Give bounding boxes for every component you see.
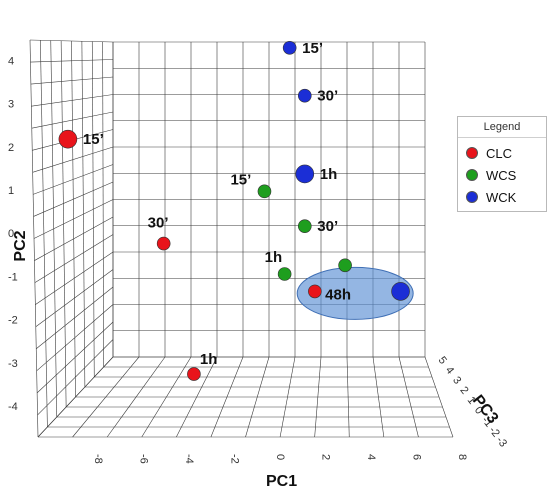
legend-item-wck: WCK <box>466 187 516 207</box>
x-tick-label: -8 <box>92 454 104 464</box>
cluster-label: 48h <box>325 286 351 303</box>
point-label: 1h <box>320 166 338 183</box>
point-labels: 48h 15’ 30’ 1h 15’ 30’ 1h 15’ 30’ 1h <box>83 40 351 368</box>
legend-dot-wck <box>466 191 478 203</box>
legend-dot-wcs <box>466 169 478 181</box>
legend-item-clc: CLC <box>466 143 512 163</box>
y-tick-label: 0 <box>8 228 14 240</box>
y-tick-label: 1 <box>8 185 14 197</box>
z-tick-label: 2 <box>457 384 470 396</box>
legend-label-clc: CLC <box>486 145 513 161</box>
data-point <box>338 258 352 273</box>
y-tick-label: -2 <box>8 315 18 327</box>
y-tick-label: -1 <box>8 271 18 283</box>
point-label: 1h <box>200 351 218 368</box>
data-point <box>391 282 410 301</box>
data-point <box>295 164 315 184</box>
point-label: 15’ <box>302 40 323 57</box>
x-tick-label: -2 <box>229 454 241 464</box>
x-tick-label: 0 <box>274 454 286 460</box>
data-points <box>58 40 410 381</box>
point-label: 30’ <box>317 218 338 235</box>
point-label: 30’ <box>317 88 338 105</box>
data-point <box>282 40 297 55</box>
point-label: 1h <box>265 249 283 266</box>
x-axis-title: PC1 <box>266 473 297 490</box>
data-point <box>308 284 322 299</box>
x-tick-label: 6 <box>411 454 423 460</box>
point-label: 30’ <box>148 215 169 232</box>
cluster-ellipse <box>296 266 414 320</box>
legend-title: Legend <box>458 117 546 138</box>
point-label: 15’ <box>230 171 251 188</box>
z-tick-label: 3 <box>450 374 463 386</box>
x-tick-label: -4 <box>183 454 195 464</box>
x-tick-label: -6 <box>138 454 150 464</box>
data-point <box>297 88 312 103</box>
point-label: 15’ <box>83 131 104 148</box>
data-point <box>297 219 312 233</box>
legend-label-wck: WCK <box>486 189 517 205</box>
legend: Legend CLC WCS WCK <box>457 116 547 212</box>
legend-dot-clc <box>466 147 478 159</box>
z-tick-label: 4 <box>443 364 456 376</box>
data-point <box>187 367 201 381</box>
y-tick-label: 4 <box>8 55 14 67</box>
y-tick-label: 2 <box>8 142 14 154</box>
x-tick-label: 8 <box>456 454 468 460</box>
y-tick-label: 3 <box>8 99 14 111</box>
y-axis-title: PC2 <box>12 230 29 261</box>
annotations <box>296 266 414 320</box>
z-tick-label: 5 <box>436 354 449 366</box>
y-tick-label: -3 <box>8 358 18 370</box>
y-tick-label: -4 <box>8 401 18 413</box>
data-point <box>58 129 78 149</box>
legend-label-wcs: WCS <box>486 167 517 183</box>
x-tick-label: 4 <box>365 454 377 460</box>
x-tick-label: 2 <box>320 454 332 460</box>
data-point <box>257 184 272 199</box>
data-point <box>156 236 171 251</box>
data-point <box>277 267 292 281</box>
legend-item-wcs: WCS <box>466 165 516 185</box>
grid <box>29 39 454 438</box>
